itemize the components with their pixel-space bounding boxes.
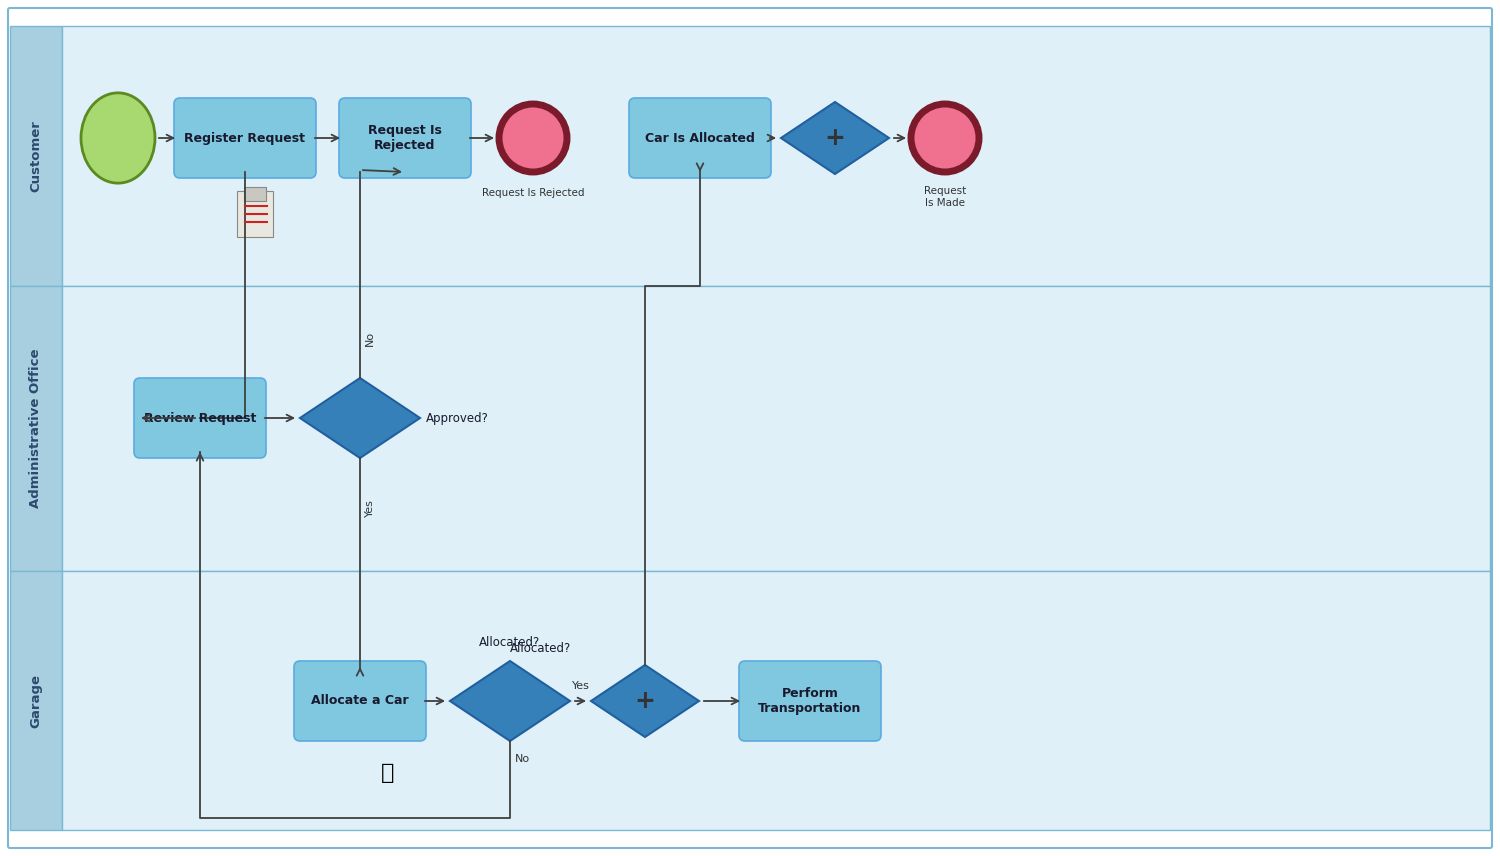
Text: Allocated?: Allocated?	[510, 643, 572, 656]
FancyBboxPatch shape	[62, 571, 1490, 830]
Text: Garage: Garage	[30, 674, 42, 728]
FancyBboxPatch shape	[740, 661, 880, 741]
FancyBboxPatch shape	[294, 661, 426, 741]
FancyBboxPatch shape	[244, 187, 266, 201]
Text: Yes: Yes	[364, 499, 375, 517]
Polygon shape	[300, 378, 420, 458]
FancyBboxPatch shape	[10, 286, 62, 571]
Text: Register Request: Register Request	[184, 132, 306, 145]
FancyBboxPatch shape	[237, 191, 273, 237]
Text: Request
Is Made: Request Is Made	[924, 186, 966, 208]
FancyBboxPatch shape	[134, 378, 266, 458]
Text: +: +	[634, 689, 656, 713]
FancyBboxPatch shape	[62, 286, 1490, 571]
Text: +: +	[825, 126, 846, 150]
FancyBboxPatch shape	[62, 26, 1490, 286]
Text: Yes: Yes	[572, 681, 590, 691]
Text: Allocated?: Allocated?	[480, 636, 540, 649]
FancyBboxPatch shape	[174, 98, 316, 178]
Polygon shape	[450, 661, 570, 741]
FancyBboxPatch shape	[10, 571, 62, 830]
FancyBboxPatch shape	[8, 8, 1492, 848]
Ellipse shape	[81, 92, 154, 183]
Text: No: No	[364, 330, 375, 346]
FancyBboxPatch shape	[10, 26, 62, 286]
Circle shape	[500, 104, 567, 172]
Text: Customer: Customer	[30, 120, 42, 192]
Text: Approved?: Approved?	[426, 412, 489, 425]
Text: Allocate a Car: Allocate a Car	[310, 694, 410, 708]
Text: Request Is Rejected: Request Is Rejected	[482, 188, 585, 198]
Text: Car Is Allocated: Car Is Allocated	[645, 132, 754, 145]
Text: Request Is
Rejected: Request Is Rejected	[368, 124, 442, 152]
Polygon shape	[591, 665, 699, 737]
Text: Administrative Office: Administrative Office	[30, 348, 42, 508]
Text: Review Request: Review Request	[144, 412, 256, 425]
Circle shape	[910, 104, 980, 172]
Text: No: No	[514, 754, 529, 764]
FancyBboxPatch shape	[628, 98, 771, 178]
Polygon shape	[782, 102, 889, 174]
FancyBboxPatch shape	[339, 98, 471, 178]
Text: Perform
Transportation: Perform Transportation	[759, 687, 861, 715]
Text: 🏃: 🏃	[381, 763, 394, 783]
